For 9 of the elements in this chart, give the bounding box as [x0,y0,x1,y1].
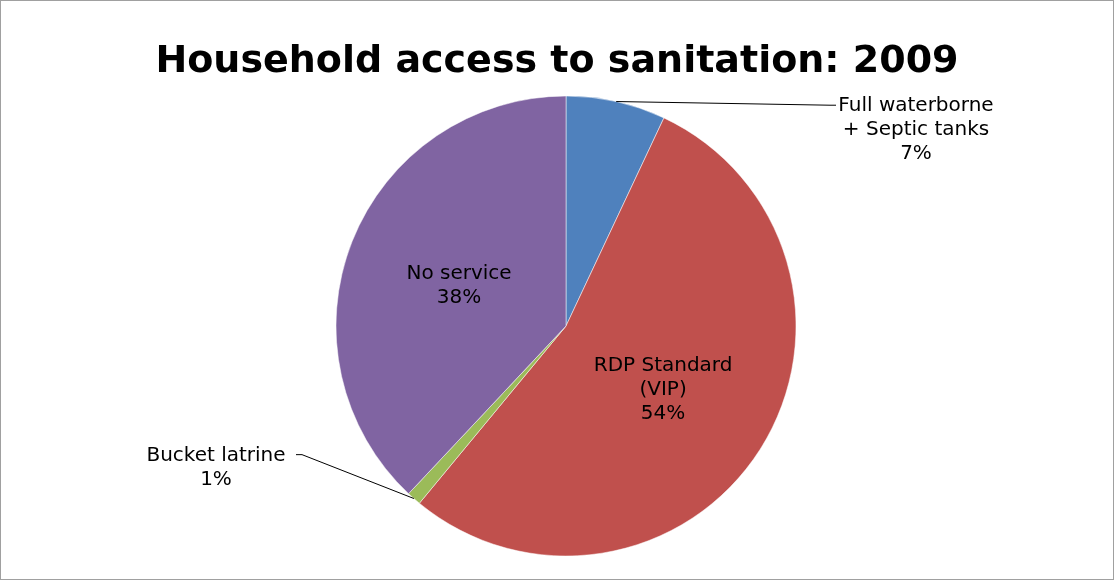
chart-title: Household access to sanitation: 2009 [155,37,959,81]
data-label: 7% [900,140,932,165]
slice-label: Full waterborne + Septic tanks [838,92,994,141]
data-label: 38% [436,283,482,308]
slice-label: No service [406,259,512,284]
slice-label: Bucket latrine [146,441,286,466]
data-label: 54% [640,399,686,424]
data-label: 1% [200,465,232,490]
slice-label: RDP Standard (VIP) [593,351,733,400]
